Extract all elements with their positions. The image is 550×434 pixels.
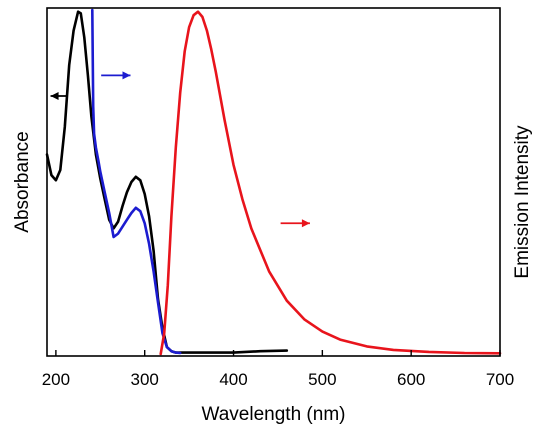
x-tick-label: 700 (486, 370, 514, 389)
plot-frame (46, 7, 501, 357)
x-tick-label: 200 (42, 370, 70, 389)
y-axis-label-left: Absorbance (12, 131, 33, 232)
x-axis-ticks: 200 300 400 500 600 700 (42, 350, 514, 389)
direction-arrow-right-2 (280, 219, 310, 228)
series-line-2 (159, 10, 502, 356)
x-tick-label: 600 (397, 370, 425, 389)
annotation-arrows (50, 71, 310, 228)
series-layer (45, 8, 502, 356)
x-tick-label: 300 (131, 370, 159, 389)
x-axis-label: Wavelength (nm) (202, 404, 346, 425)
y-axis-label-right: Emission Intensity (512, 125, 533, 279)
direction-arrow-left-0 (50, 92, 67, 100)
x-tick-label: 500 (308, 370, 336, 389)
x-tick-label: 400 (219, 370, 247, 389)
direction-arrow-right-1 (101, 71, 131, 80)
